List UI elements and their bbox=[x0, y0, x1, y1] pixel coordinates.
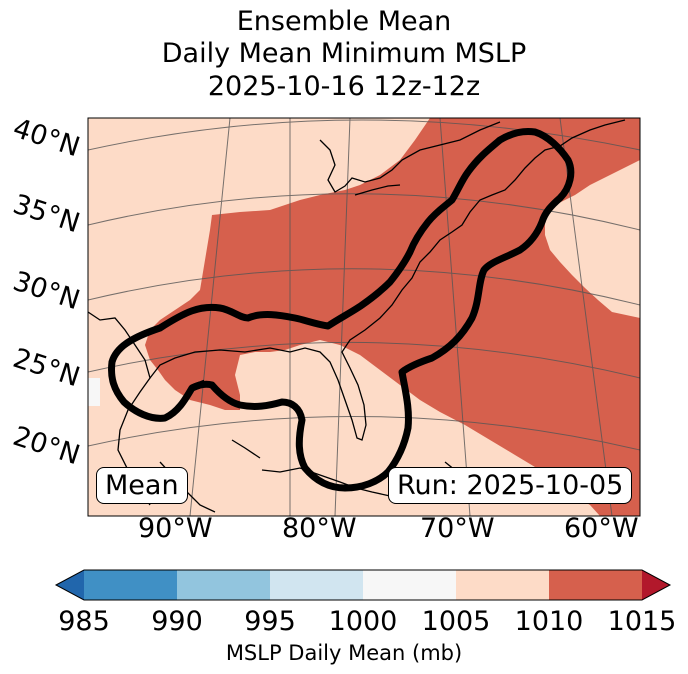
colorbar-segment-995-1000 bbox=[270, 570, 363, 600]
colorbar-segment-990-995 bbox=[177, 570, 270, 600]
colorbar-tick-985: 985 bbox=[58, 606, 110, 637]
lon-label-70w: 70°W bbox=[420, 513, 495, 544]
colorbar-label: MSLP Daily Mean (mb) bbox=[225, 641, 463, 665]
colorbar-segment-1000-1005 bbox=[363, 570, 456, 600]
colorbar-tick-1000: 1000 bbox=[328, 606, 398, 637]
colorbar bbox=[54, 569, 672, 601]
lon-label-60w: 60°W bbox=[564, 513, 639, 544]
colorbar-outline bbox=[54, 569, 672, 601]
low-pressure-patch bbox=[88, 378, 100, 406]
run-date-box: Run: 2025-10-05 bbox=[388, 467, 633, 504]
high-pressure-region bbox=[145, 118, 640, 516]
title-line-3: 2025-10-16 12z-12z bbox=[207, 71, 481, 102]
colorbar-under-extension bbox=[56, 570, 84, 600]
colorbar-tick-1010: 1010 bbox=[514, 606, 584, 637]
lon-label-80w: 80°W bbox=[282, 513, 357, 544]
map-frame bbox=[87, 117, 641, 517]
colorbar-over-extension bbox=[642, 570, 670, 600]
colorbar-segment-1010-1015 bbox=[549, 570, 642, 600]
title-line-2: Daily Mean Minimum MSLP bbox=[161, 38, 527, 69]
mean-contour-notch bbox=[190, 379, 207, 392]
colorbar-tick-1015: 1015 bbox=[607, 606, 677, 637]
lon-label-90w: 90°W bbox=[138, 513, 213, 544]
colorbar-segment-1005-1010 bbox=[456, 570, 549, 600]
gridlines bbox=[88, 118, 640, 516]
mean-label-box: Mean bbox=[96, 467, 188, 504]
mean-1010-contour bbox=[108, 128, 575, 492]
colorbar-tick-995: 995 bbox=[244, 606, 296, 637]
title-line-1: Ensemble Mean bbox=[236, 6, 452, 37]
colorbar-tick-990: 990 bbox=[151, 606, 203, 637]
colorbar-tick-1005: 1005 bbox=[421, 606, 491, 637]
colorbar-segment-985-990 bbox=[84, 570, 177, 600]
